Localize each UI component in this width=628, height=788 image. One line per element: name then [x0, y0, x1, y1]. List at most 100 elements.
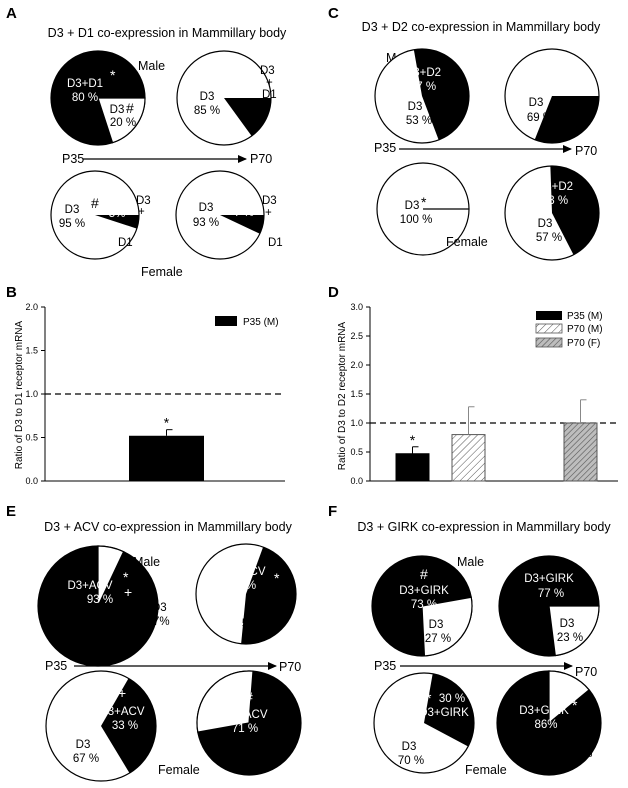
d-tick-label-6: 3.0: [350, 302, 363, 312]
pie-a4-open-value: 93 %: [193, 217, 219, 229]
panel-label-f: F: [328, 503, 337, 520]
pie-c2-filled-value: 31 %: [558, 81, 584, 93]
panel-c-pie-female-p35: * D3 100 %: [376, 162, 470, 256]
panel-label-b: B: [6, 284, 17, 301]
pie-a1-hash: #: [126, 100, 134, 116]
pie-e1-filled-label: D3+ACV: [67, 580, 112, 592]
panel-d-legend-swatch-p70m: [535, 323, 563, 334]
pie-c4-filled-label: D3+D2: [537, 181, 573, 193]
pie-a2-ext-label-1: D3: [260, 65, 275, 77]
pie-f1-d3-slice: [421, 596, 473, 657]
d-tick-label-5: 2.5: [350, 331, 363, 341]
pie-e4-hash: #: [245, 689, 253, 705]
panel-d: D Ratio of D3 to D2 receptor mRNA 0.0 0.5…: [328, 284, 618, 486]
b-tick-label-1: 0.5: [25, 433, 38, 443]
panel-a-age-start: P35: [62, 152, 84, 166]
panel-e: E D3 + ACV co-expression in Mammillary b…: [6, 503, 302, 782]
pie-f3-filled-value: 30 %: [439, 693, 465, 705]
d-tick-label-0: 0.0: [350, 476, 363, 486]
pie-c4-open-label: D3: [538, 218, 553, 230]
pie-a4-open-label: D3: [199, 202, 214, 214]
pie-c2-open-value: 69 %: [527, 112, 553, 124]
panel-d-ticks: 0.0 0.5 1.0 1.5 2.0 2.5 3.0: [350, 302, 370, 486]
pie-f3-hash: #: [414, 688, 422, 704]
pie-e3-filled-label: D3+ACV: [99, 706, 144, 718]
pie-e3-plus: +: [118, 685, 126, 701]
panel-c-pie-female-p70: D3+D2 43 % D3 * 57 %: [504, 165, 600, 261]
panel-c-pie-male-p70: D3+D2 31 % D3 69 %: [504, 48, 600, 144]
panel-f-title: D3 + GIRK co-expression in Mammillary bo…: [357, 520, 611, 534]
pie-e4-filled-label: D3+ACV: [222, 709, 267, 721]
pie-e2-d3acv-slice: [241, 547, 296, 644]
b-tick-label-4: 2.0: [25, 302, 38, 312]
pie-f4-filled-value: 86%: [534, 719, 557, 731]
d-tick-label-4: 2.0: [350, 360, 363, 370]
panel-f-age-start: P35: [374, 659, 396, 673]
panel-f-male-label: Male: [457, 555, 484, 569]
panel-e-age-start: P35: [45, 659, 67, 673]
panel-a-pie-female-p70: D3 93 % 7 % D3 + D1: [175, 170, 283, 260]
panel-e-pie-female-p70: # D3+ACV 71 % D3 29 %: [196, 670, 302, 776]
pie-a1-filled-value: 80 %: [72, 92, 98, 104]
panel-a-pie-female-p35: # D3 95 % 5% D3 + D1: [50, 170, 151, 260]
panel-b-ticks: 0.0 0.5 1.0 1.5 2.0: [25, 302, 45, 486]
panel-b-bar-p35m: [129, 435, 204, 481]
panel-d-significance-p35m: *: [410, 432, 416, 448]
panel-e-pie-female-p35: # + D3+ACV 33 % D3 67 %: [45, 670, 157, 782]
pie-e1-star: *: [123, 569, 129, 585]
panel-d-legend-label-p35m: P35 (M): [567, 311, 603, 322]
pie-f1-hash: #: [420, 566, 428, 582]
pie-f4-open-label: D3: [573, 734, 588, 746]
pie-f2-open-value: 23 %: [557, 632, 583, 644]
panel-c-title: D3 + D2 co-expression in Mammillary body: [362, 20, 601, 34]
pie-a3-open-value: 95 %: [59, 218, 85, 230]
panel-f-pie-female-p70: * D3+GIRK 86% D3 14%: [496, 670, 602, 776]
pie-f2-filled-value: 77 %: [538, 588, 564, 600]
pie-a3-open-label: D3: [65, 204, 80, 216]
panel-f-pie-male-p35: # D3+GIRK 73 % D3 27 %: [371, 555, 473, 657]
pie-a2-d3d1-slice: [224, 98, 271, 137]
panel-a: A D3 + D1 co-expression in Mammillary bo…: [6, 5, 287, 279]
pie-c4-star: *: [559, 214, 565, 230]
pie-f2-filled-label: D3+GIRK: [524, 573, 574, 585]
panel-f-pie-female-p35: # * 30 % D3+GIRK D3 70 %: [373, 672, 475, 774]
d-tick-label-3: 1.5: [350, 389, 363, 399]
pie-c1-filled-value: 47 %: [410, 81, 436, 93]
panel-e-female-label: Female: [158, 763, 200, 777]
panel-a-pie-male-p35: D3+D1 80 % * D3 20 % #: [50, 50, 146, 146]
pie-c4-filled-value: 43 %: [542, 195, 568, 207]
pie-a2-ext-label-3: D1: [262, 89, 277, 101]
pie-e1-d3-slice: [97, 545, 125, 607]
panel-d-bar-p35m: [395, 453, 430, 482]
panel-f: F D3 + GIRK co-expression in Mammillary …: [328, 503, 611, 777]
pie-f3-star: *: [426, 690, 432, 706]
pie-e2-filled-value: 46 %: [230, 580, 256, 592]
pie-a2-filled-value: 15 %: [233, 88, 259, 100]
panel-f-female-label: Female: [465, 763, 507, 777]
pie-a4-ext-label-3: D1: [268, 237, 283, 249]
pie-a4-d3d1-slice: [220, 215, 264, 234]
pie-a4-ext-label-2: +: [265, 207, 272, 219]
pie-c3-open-value: 100 %: [400, 214, 433, 226]
pie-f3-filled-label: D3+GIRK: [419, 707, 469, 719]
panel-d-legend-label-p70m: P70 (M): [567, 324, 603, 335]
pie-e3-open-label: D3: [76, 739, 91, 751]
panel-e-title: D3 + ACV co-expression in Mammillary bod…: [44, 520, 292, 534]
pie-e2-filled-label: D3+ACV: [220, 566, 265, 578]
panel-label-c: C: [328, 5, 339, 22]
pie-a1-star: *: [110, 67, 116, 83]
pie-a2-star: *: [244, 73, 250, 89]
pie-e2-star: *: [274, 570, 280, 586]
panel-f-age-end: P70: [575, 665, 597, 679]
pie-a1-filled-label: D3+D1: [67, 78, 103, 90]
panel-d-ylabel: Ratio of D3 to D2 receptor mRNA: [337, 321, 348, 470]
pie-e4-filled-value: 71 %: [232, 723, 258, 735]
pie-e1-open-label: D3: [152, 602, 167, 614]
pie-c2-filled-label: D3+D2: [550, 67, 586, 79]
panel-c: C D3 + D2 co-expression in Mammillary bo…: [328, 5, 601, 261]
pie-e1-plus: +: [124, 584, 132, 600]
b-tick-label-3: 1.5: [25, 346, 38, 356]
pie-e3-d3acv-slice: [101, 678, 157, 774]
pie-a1-open-label: D3: [110, 104, 125, 116]
